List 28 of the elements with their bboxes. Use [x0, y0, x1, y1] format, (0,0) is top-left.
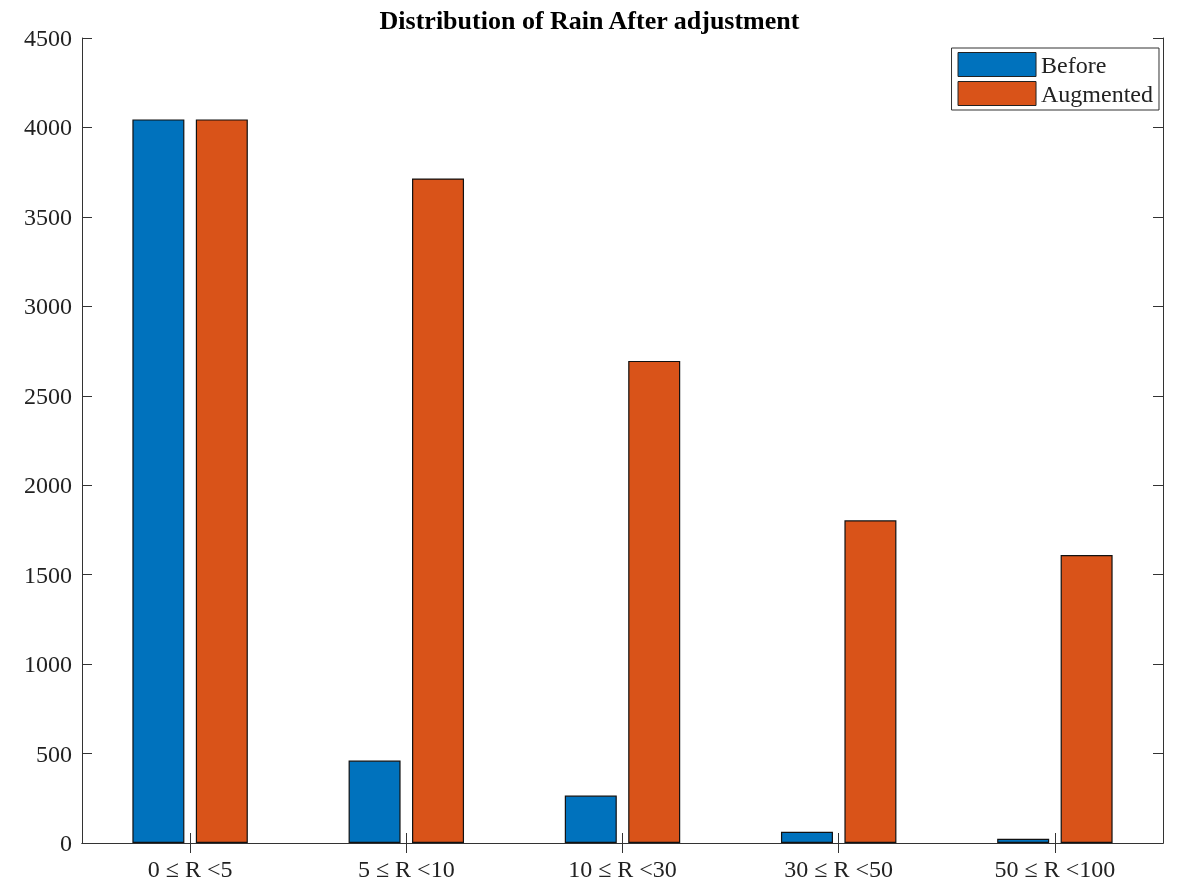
bar [412, 178, 465, 843]
legend-label: Augmented [1041, 80, 1154, 107]
bar [1060, 554, 1113, 843]
y-tick-label: 2500 [24, 382, 72, 409]
x-tick-label: 10 ≤ R <30 [568, 856, 677, 882]
x-tick-label: 30 ≤ R <50 [784, 856, 894, 882]
y-tick-label: 0 [60, 830, 72, 856]
legend-label: Before [1041, 51, 1107, 78]
y-tick-label: 500 [36, 740, 72, 767]
chart-title: Distribution of Rain After adjustment [379, 5, 800, 35]
x-tick-label: 50 ≤ R <100 [994, 856, 1116, 882]
y-tick-label: 3000 [24, 293, 72, 320]
bar [997, 838, 1050, 843]
y-tick-label: 2000 [24, 472, 72, 499]
y-tick-label: 3500 [24, 203, 72, 230]
bar [780, 831, 833, 843]
y-tick-label: 1500 [24, 561, 72, 588]
bar [564, 795, 617, 843]
y-tick-label: 1000 [24, 651, 72, 678]
bar [132, 119, 185, 843]
x-tick-label: 5 ≤ R <10 [357, 856, 455, 882]
bar [348, 760, 401, 843]
y-tick-label: 4000 [24, 114, 72, 141]
bar [195, 119, 248, 843]
bar [628, 360, 681, 843]
x-tick-label: 0 ≤ R <5 [147, 856, 233, 882]
bar [844, 520, 897, 843]
y-tick-label: 4500 [24, 25, 72, 51]
